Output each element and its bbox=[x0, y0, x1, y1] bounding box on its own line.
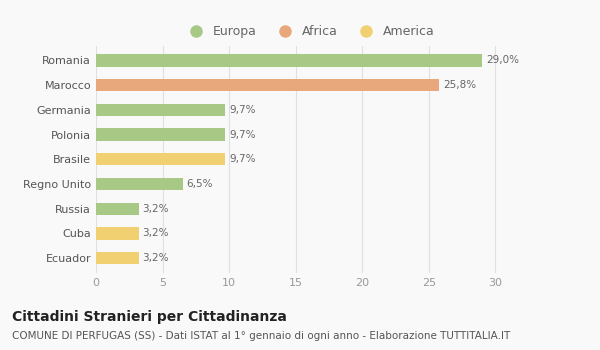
Text: 6,5%: 6,5% bbox=[187, 179, 213, 189]
Bar bbox=[96, 203, 139, 215]
Text: 25,8%: 25,8% bbox=[443, 80, 476, 90]
Bar bbox=[96, 227, 139, 240]
Bar bbox=[96, 128, 225, 141]
Bar bbox=[96, 104, 225, 116]
Text: 3,2%: 3,2% bbox=[143, 204, 169, 214]
Text: 3,2%: 3,2% bbox=[143, 229, 169, 238]
Bar bbox=[96, 252, 139, 264]
Text: 9,7%: 9,7% bbox=[229, 130, 256, 140]
Text: 29,0%: 29,0% bbox=[486, 55, 519, 65]
Legend: Europa, Africa, America: Europa, Africa, America bbox=[178, 20, 440, 43]
Text: COMUNE DI PERFUGAS (SS) - Dati ISTAT al 1° gennaio di ogni anno - Elaborazione T: COMUNE DI PERFUGAS (SS) - Dati ISTAT al … bbox=[12, 331, 510, 341]
Text: Cittadini Stranieri per Cittadinanza: Cittadini Stranieri per Cittadinanza bbox=[12, 310, 287, 324]
Bar bbox=[96, 79, 439, 91]
Bar bbox=[96, 153, 225, 166]
Text: 9,7%: 9,7% bbox=[229, 105, 256, 115]
Bar bbox=[96, 178, 182, 190]
Text: 3,2%: 3,2% bbox=[143, 253, 169, 263]
Text: 9,7%: 9,7% bbox=[229, 154, 256, 164]
Bar bbox=[96, 54, 482, 66]
